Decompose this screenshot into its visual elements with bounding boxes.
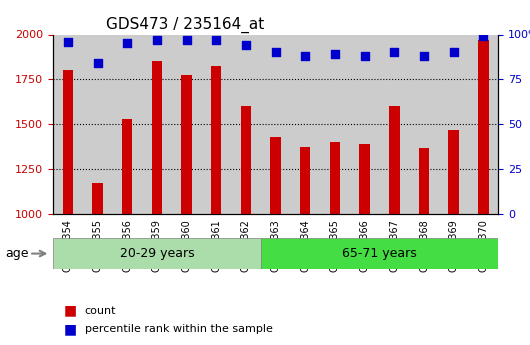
FancyBboxPatch shape [53,238,261,269]
Bar [359,144,370,345]
Bar [172,34,201,214]
Bar [448,130,459,345]
Point [64,39,72,45]
Text: GDS473 / 235164_at: GDS473 / 235164_at [107,17,264,33]
Bar [201,34,231,214]
Point [182,37,191,43]
Point [390,50,399,55]
Point [123,41,131,46]
Bar [379,34,409,214]
Text: 65-71 years: 65-71 years [342,247,417,260]
Point [479,33,488,39]
Point [242,42,250,48]
Point [360,53,369,59]
Point [212,37,220,43]
Point [153,37,161,43]
Bar [270,137,281,345]
Point [331,51,339,57]
Bar [419,148,429,345]
Bar [261,34,290,214]
Point [301,53,310,59]
Bar [389,106,400,345]
Bar [53,34,83,214]
Text: percentile rank within the sample: percentile rank within the sample [85,325,272,334]
Bar [122,119,132,345]
Bar [350,34,379,214]
Bar [63,70,73,345]
Bar [290,34,320,214]
Bar [439,34,469,214]
Text: count: count [85,306,116,315]
Bar [478,40,489,345]
Bar [300,147,311,345]
Bar [142,34,172,214]
Point [449,50,458,55]
Bar [152,61,162,345]
Bar [231,34,261,214]
Text: ■: ■ [64,304,77,317]
Bar [241,106,251,345]
Bar [92,183,103,345]
Bar [320,34,350,214]
Bar [112,34,142,214]
Bar [211,66,222,345]
Text: age: age [5,247,29,260]
Bar [330,142,340,345]
Bar [181,75,192,345]
Bar [83,34,112,214]
Text: 20-29 years: 20-29 years [120,247,194,260]
Point [271,50,280,55]
Point [420,53,428,59]
FancyBboxPatch shape [261,238,498,269]
Bar [469,34,498,214]
Bar [409,34,439,214]
Point [93,60,102,66]
Text: ■: ■ [64,323,77,336]
